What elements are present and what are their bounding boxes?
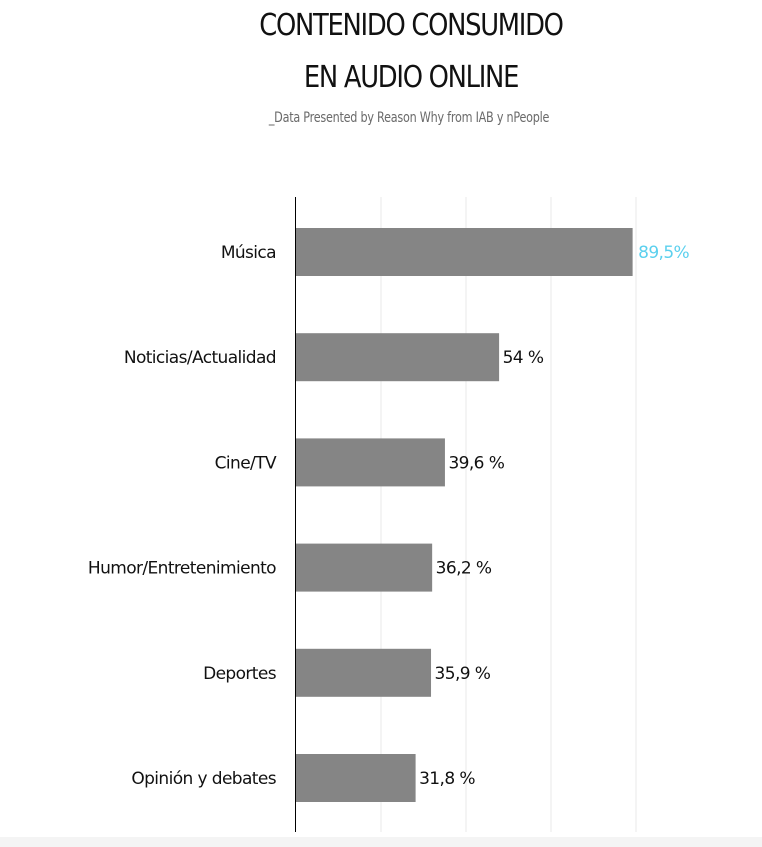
chart-title-line-2: EN AUDIO ONLINE: [303, 60, 519, 95]
value-label: 89,5%: [638, 243, 689, 263]
value-label: 54 %: [503, 348, 544, 368]
value-label: 35,9 %: [435, 664, 491, 684]
value-label: 31,8 %: [419, 769, 475, 789]
category-label: Noticias/Actualidad: [124, 348, 276, 368]
category-label: Cine/TV: [215, 453, 277, 473]
category-label: Deportes: [203, 664, 277, 684]
bar: [296, 228, 633, 276]
bar: [296, 648, 432, 697]
grid-lines: [380, 197, 637, 832]
category-label: Música: [221, 243, 276, 263]
bars: [296, 228, 633, 802]
chart-title-line-1: CONTENIDO CONSUMIDO: [259, 8, 564, 43]
value-label: 36,2 %: [436, 559, 492, 579]
bar: [296, 438, 445, 487]
value-label: 39,6 %: [448, 453, 504, 473]
labels: Música 89,5% Noticias/Actualidad 54 % Cine/T…: [88, 243, 690, 789]
footer-strip: [0, 837, 762, 847]
chart-subtitle: _Data Presented by Reason Why from IAB y…: [268, 110, 550, 126]
bar: [296, 333, 500, 382]
bar: [296, 754, 416, 802]
bar: [296, 543, 433, 592]
category-label: Opinión y debates: [131, 769, 276, 789]
category-label: Humor/Entretenimiento: [88, 559, 276, 579]
